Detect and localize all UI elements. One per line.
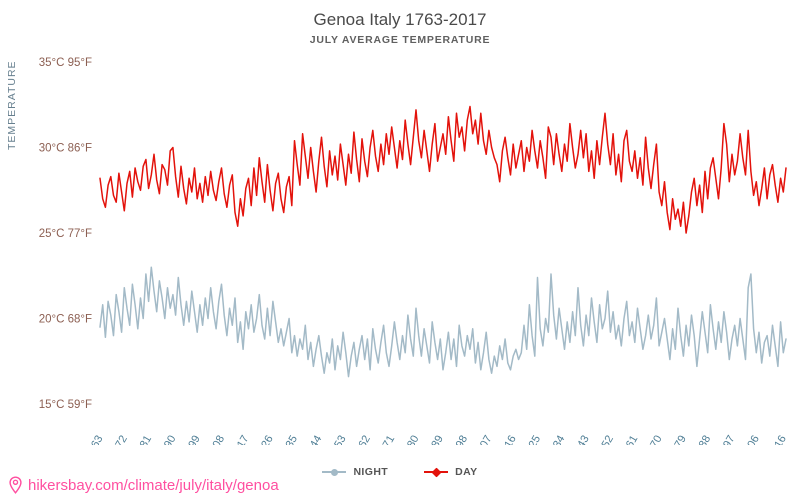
day-legend-marker — [424, 467, 449, 477]
legend-label-night: NIGHT — [353, 466, 389, 478]
x-tick-label: 1988 — [691, 434, 714, 446]
night-legend-dot-icon — [331, 468, 339, 476]
x-tick-label: 1781 — [132, 434, 155, 446]
x-tick-label: 1898 — [448, 434, 471, 446]
x-tick-label: 1853 — [326, 434, 349, 446]
x-tick-label: 1772 — [107, 434, 130, 446]
x-tick-label: 1961 — [618, 434, 641, 446]
y-tick-label: 15°C 59°F — [39, 399, 92, 411]
page-title: Genoa Italy 1763-2017 — [313, 10, 487, 29]
legend-item-day: DAY — [424, 466, 477, 478]
legend-item-night: NIGHT — [322, 466, 388, 478]
x-tick-label: 1763 — [83, 434, 106, 446]
night-series-line — [99, 266, 787, 378]
day-series-line — [99, 105, 787, 234]
x-tick-label: 2006 — [739, 434, 762, 446]
x-tick-label: 1826 — [253, 434, 276, 446]
x-tick-label: 1790 — [156, 434, 179, 446]
day-legend-diamond-icon — [431, 467, 442, 477]
chart-legend: NIGHT DAY — [0, 466, 800, 478]
legend-label-day: DAY — [455, 466, 478, 478]
y-tick-label: 35°C 95°F — [39, 57, 92, 69]
x-tick-label: 1997 — [715, 434, 738, 446]
x-tick-label: 1970 — [642, 434, 665, 446]
x-tick-label: 1889 — [423, 434, 446, 446]
x-tick-label: 1934 — [545, 434, 568, 446]
x-tick-label: 1943 — [569, 434, 592, 446]
x-tick-label: 1799 — [180, 434, 203, 446]
x-tick-label: 1880 — [399, 434, 422, 446]
x-tick-label: 1835 — [277, 434, 300, 446]
x-tick-label: 1862 — [350, 434, 373, 446]
x-tick-label: 1916 — [496, 434, 519, 446]
x-tick-label: 1925 — [520, 434, 543, 446]
x-tick-label: 1844 — [302, 434, 325, 446]
y-tick-label: 25°C 77°F — [39, 228, 92, 240]
x-tick-label: 1808 — [204, 434, 227, 446]
y-tick-label: 20°C 68°F — [39, 314, 92, 326]
x-tick-label: 2016 — [766, 434, 789, 446]
x-tick-label: 1907 — [472, 434, 495, 446]
map-pin-icon — [9, 476, 22, 494]
footer: hikersbay.com/climate/july/italy/genoa — [8, 476, 279, 494]
y-tick-label: 30°C 86°F — [39, 143, 92, 155]
x-tick-label: 1817 — [229, 434, 252, 446]
chart-subtitle: JULY AVERAGE TEMPERATURE — [309, 34, 491, 46]
x-tick-label: 1871 — [375, 434, 398, 446]
x-tick-label: 1952 — [593, 434, 616, 446]
hikersbay-link[interactable]: hikersbay.com/climate/july/italy/genoa — [28, 476, 279, 494]
night-legend-marker — [322, 468, 347, 476]
x-tick-label: 1979 — [666, 434, 689, 446]
temperature-line-chart: 35°C 95°F 30°C 86°F 25°C 77°F 20°C 68°F 15°C… — [39, 57, 789, 446]
